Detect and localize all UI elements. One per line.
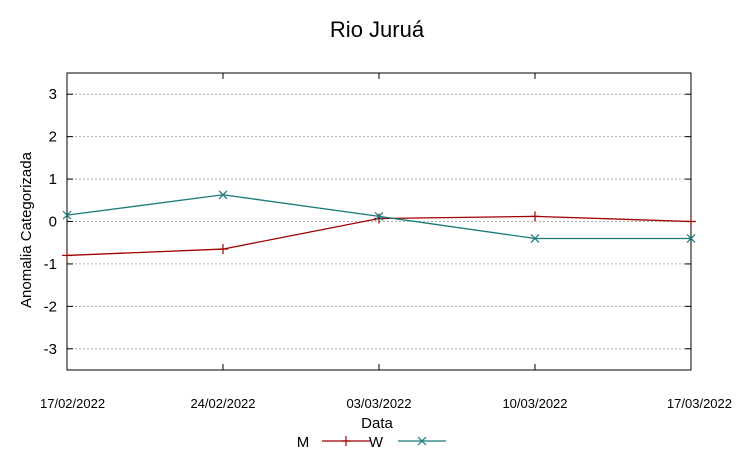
chart-title: Rio Juruá xyxy=(330,17,425,42)
x-axis-label: Data xyxy=(361,415,393,432)
y-tick-label: 0 xyxy=(49,214,57,231)
y-tick-label: 3 xyxy=(49,86,57,103)
marker-x xyxy=(530,234,540,243)
y-tick-label: -2 xyxy=(44,298,57,315)
marker-x xyxy=(374,211,384,221)
legend-item-w: W xyxy=(369,434,446,451)
marker-x xyxy=(218,190,228,200)
grid-lines xyxy=(67,93,691,350)
y-tick-label: -1 xyxy=(44,256,57,273)
legend-item-m: M xyxy=(297,434,370,451)
marker-x xyxy=(417,436,427,446)
legend-label: W xyxy=(369,434,384,451)
y-axis-ticks: 3 2 1 0 -1 -2 -3 xyxy=(44,86,691,358)
x-tick-label: 17/02/2022 xyxy=(40,396,105,411)
y-tick-label: -3 xyxy=(44,341,57,358)
x-tick-label: 10/03/2022 xyxy=(502,396,567,411)
y-axis-label: Anomalia Categorizada xyxy=(18,151,35,308)
x-tick-label: 24/02/2022 xyxy=(190,396,255,411)
legend-label: M xyxy=(297,434,310,451)
marker-x xyxy=(62,210,72,220)
y-tick-label: 1 xyxy=(49,171,57,188)
x-tick-label: 17/03/2022 xyxy=(667,396,732,411)
y-tick-label: 2 xyxy=(49,129,57,146)
x-tick-label: 03/03/2022 xyxy=(346,396,411,411)
series-m xyxy=(62,211,696,261)
marker-x xyxy=(686,234,696,243)
series-w xyxy=(62,190,696,243)
x-axis-ticks: 17/02/2022 24/02/2022 03/03/2022 10/03/2022… xyxy=(40,73,732,411)
series-group xyxy=(62,190,696,261)
